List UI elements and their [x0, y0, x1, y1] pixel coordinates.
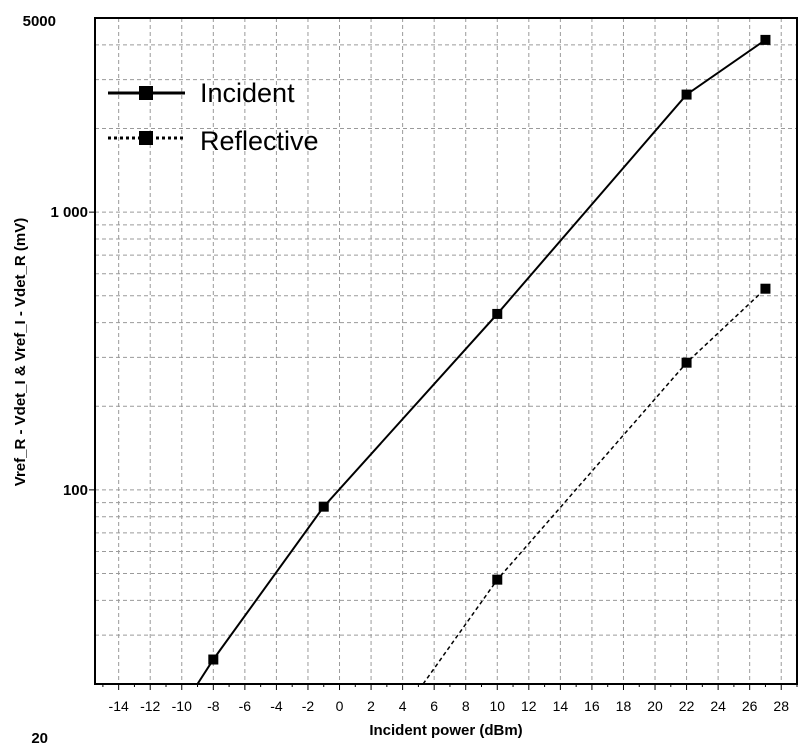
- legend-label-reflective: Reflective: [200, 126, 319, 156]
- x-tick-label: -4: [270, 698, 283, 714]
- plot-frame: [94, 17, 798, 685]
- x-tick-label: 0: [336, 698, 344, 714]
- x-tick-label: 22: [679, 698, 695, 714]
- data-point-incident: [760, 34, 771, 45]
- x-tick-label: -14: [109, 698, 129, 714]
- data-point-reflective: [492, 574, 503, 585]
- data-point-reflective: [760, 283, 771, 294]
- x-tick-label: 12: [521, 698, 537, 714]
- data-point-incident: [681, 89, 692, 100]
- x-tick-label: 8: [462, 698, 470, 714]
- x-tick-label: 24: [710, 698, 726, 714]
- data-point-incident: [492, 308, 503, 319]
- x-tick-label: -2: [302, 698, 315, 714]
- x-tick-label: 10: [489, 698, 505, 714]
- y-tick-label: 20: [31, 730, 48, 747]
- legend-item-reflective: Reflective: [108, 126, 319, 156]
- y-tick-label: 100: [63, 482, 88, 499]
- x-tick-label: 18: [616, 698, 632, 714]
- data-point-incident: [318, 501, 329, 512]
- legend-item-incident: Incident: [108, 78, 295, 108]
- x-tick-label: 14: [553, 698, 569, 714]
- x-tick-labels: -14 -12 -10 -8 -6 -4 -2 0 2 4 6 8 10 12 14 16 18 20 22 24 26…: [109, 698, 790, 714]
- x-tick-label: 28: [773, 698, 789, 714]
- x-tick-label: -12: [140, 698, 160, 714]
- legend: Incident Reflective: [108, 78, 319, 156]
- plot-area: [95, 18, 797, 684]
- data-point-reflective: [681, 357, 692, 368]
- x-tick-label: -10: [172, 698, 192, 714]
- x-tick-label: 20: [647, 698, 663, 714]
- x-tick-label: 26: [742, 698, 758, 714]
- x-tick-label: 4: [399, 698, 407, 714]
- x-axis-title: Incident power (dBm): [369, 722, 522, 739]
- data-point-incident: [208, 654, 219, 665]
- x-tick-label: 16: [584, 698, 600, 714]
- y-axis-title: Vref_R - Vdet_I & Vref_I - Vdet_R (mV): [12, 218, 29, 486]
- grid: [95, 18, 797, 684]
- legend-marker-reflective: [139, 131, 153, 145]
- y-tick-labels: 5000 1 000 100 20: [23, 13, 88, 747]
- x-tick-label: 6: [430, 698, 438, 714]
- x-tick-label: -6: [239, 698, 252, 714]
- series-layer: [196, 34, 771, 685]
- series-line-reflective: [422, 288, 766, 685]
- legend-label-incident: Incident: [200, 78, 295, 108]
- x-tick-label: 2: [367, 698, 375, 714]
- y-tick-label: 5000: [23, 13, 56, 30]
- y-tick-label: 1 000: [50, 204, 88, 221]
- legend-marker-incident: [139, 86, 153, 100]
- x-tick-label: -8: [207, 698, 220, 714]
